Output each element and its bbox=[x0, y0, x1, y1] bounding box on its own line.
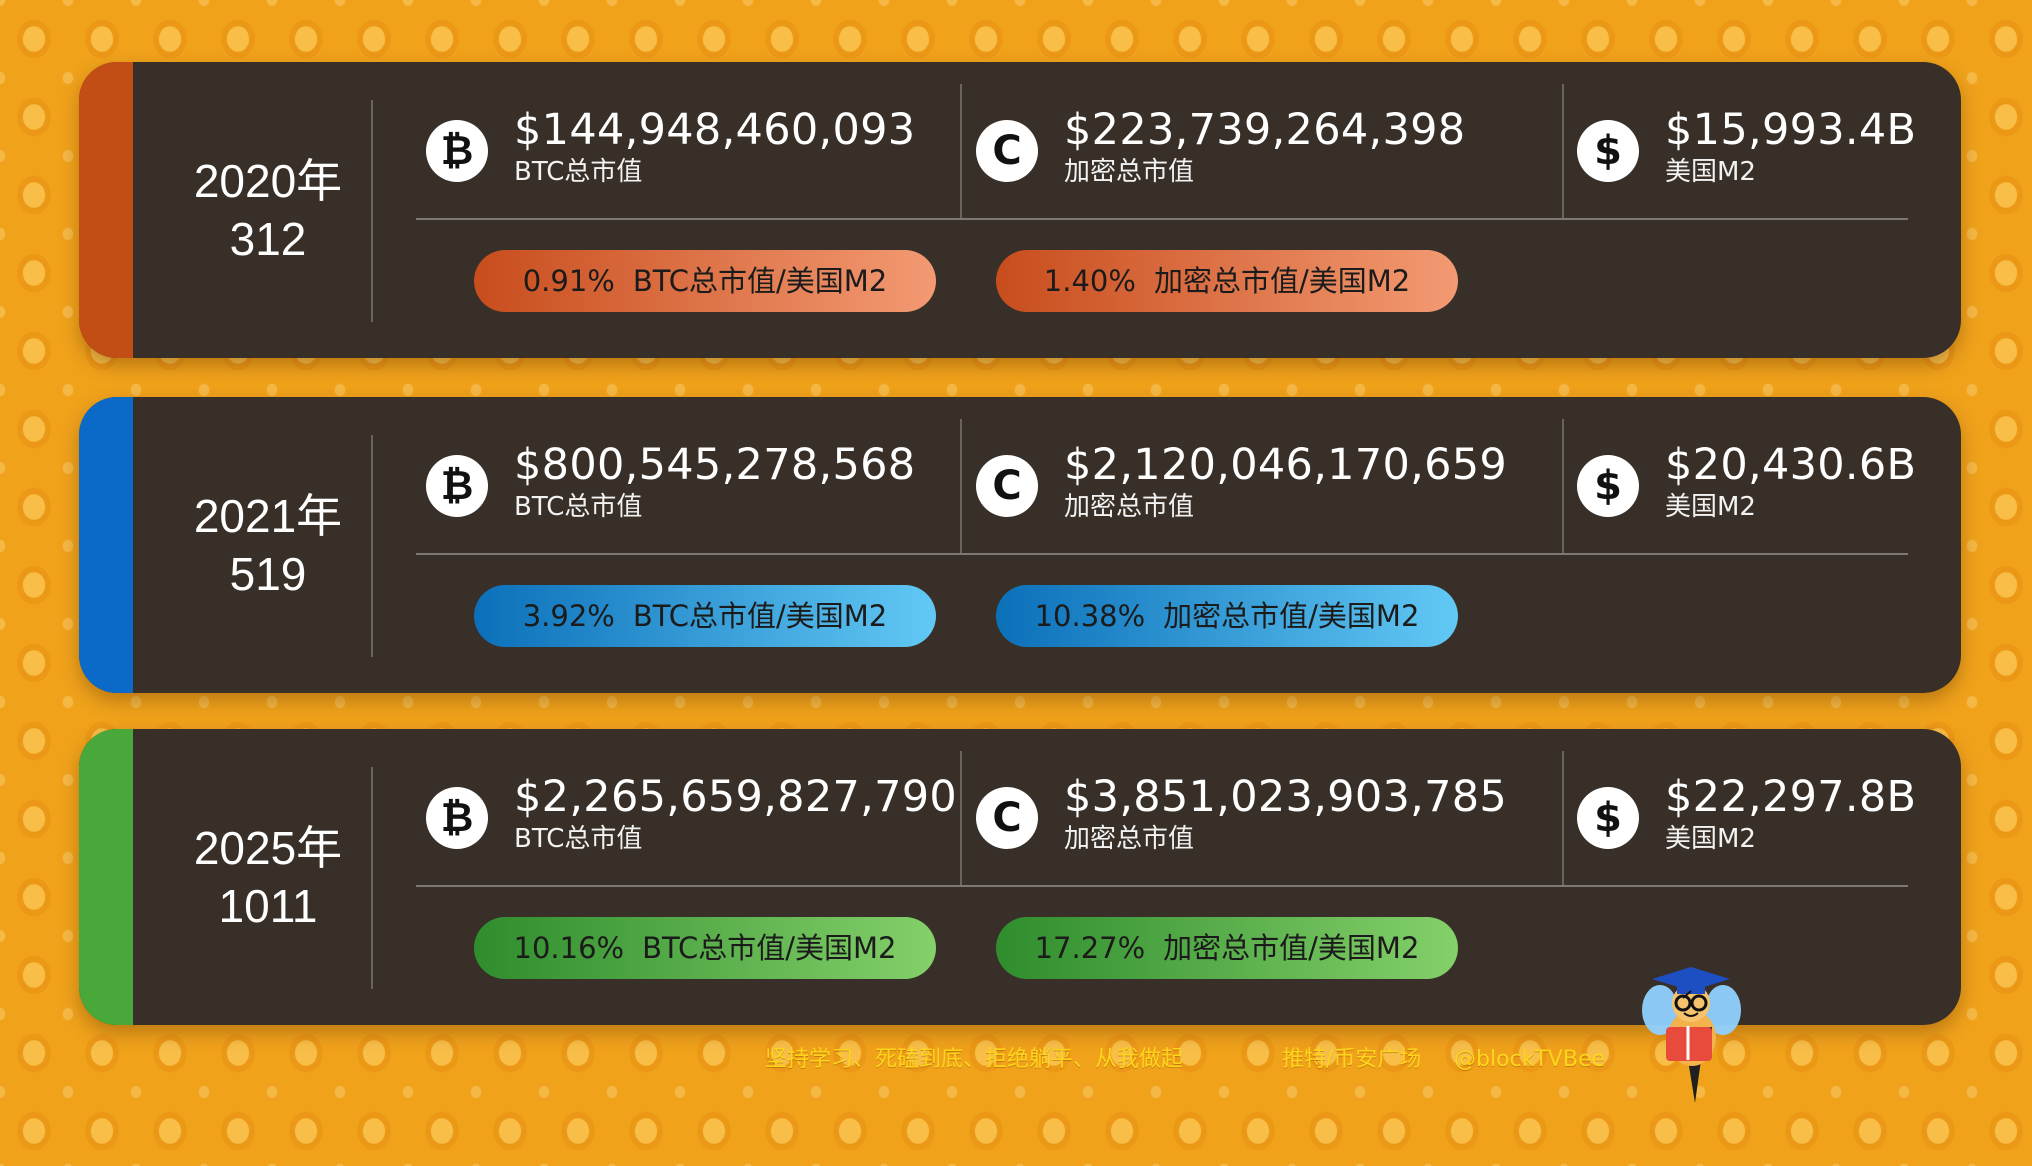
ratio-percent: 10.16% bbox=[513, 931, 625, 965]
date-block: 2021年 519 bbox=[133, 397, 403, 693]
metric-text: $144,948,460,093 BTC总市值 bbox=[514, 104, 915, 187]
metric-text: $2,120,046,170,659 加密总市值 bbox=[1064, 439, 1507, 522]
dollar-icon: $ bbox=[1577, 455, 1639, 517]
footer-handle: @blockTVBee bbox=[1454, 1047, 1606, 1072]
metric-separator bbox=[960, 419, 962, 553]
bitcoin-icon: ₿ bbox=[426, 455, 488, 517]
market-card-2021: 2021年 519 ₿ $800,545,278,568 BTC总市值 C $2… bbox=[79, 397, 1961, 693]
crypto-m2-ratio-pill: 1.40% 加密总市值/美国M2 bbox=[996, 250, 1458, 312]
date-block: 2025年 1011 bbox=[133, 729, 403, 1025]
card-accent bbox=[79, 397, 133, 693]
btc-market-cap-metric: ₿ $2,265,659,827,790 BTC总市值 bbox=[426, 771, 957, 854]
metric-text: $3,851,023,903,785 加密总市值 bbox=[1064, 771, 1507, 854]
footer-slogan: 坚持学习、死磕到底、拒绝躺平、从我做起 bbox=[765, 1047, 1184, 1072]
metric-value: $22,297.8B bbox=[1665, 772, 1917, 822]
metric-label: 加密总市值 bbox=[1064, 492, 1195, 522]
metric-label: BTC总市值 bbox=[514, 492, 643, 522]
metric-separator bbox=[960, 751, 962, 885]
dollar-icon: $ bbox=[1577, 120, 1639, 182]
metric-text: $15,993.4B 美国M2 bbox=[1665, 104, 1916, 187]
date-day: 1011 bbox=[218, 880, 318, 932]
date-day: 312 bbox=[229, 213, 307, 265]
ratio-percent: 3.92% bbox=[522, 599, 615, 633]
metric-text: $800,545,278,568 BTC总市值 bbox=[514, 439, 915, 522]
metric-label: 美国M2 bbox=[1665, 157, 1756, 187]
metric-value: $144,948,460,093 bbox=[514, 105, 916, 155]
crypto-market-cap-metric: C $3,851,023,903,785 加密总市值 bbox=[976, 771, 1507, 854]
crypto-icon: C bbox=[976, 455, 1038, 517]
metric-value: $20,430.6B bbox=[1665, 440, 1917, 490]
btc-m2-ratio-pill: 10.16% BTC总市值/美国M2 bbox=[474, 917, 936, 979]
metric-text: $223,739,264,398 加密总市值 bbox=[1064, 104, 1465, 187]
metric-label: 美国M2 bbox=[1665, 824, 1756, 854]
footer-platform: 推特/币安广场 bbox=[1282, 1047, 1422, 1072]
ratio-percent: 0.91% bbox=[522, 264, 615, 298]
ratio-percent: 17.27% bbox=[1034, 931, 1146, 965]
us-m2-metric: $ $22,297.8B 美国M2 bbox=[1577, 771, 1916, 854]
btc-market-cap-metric: ₿ $144,948,460,093 BTC总市值 bbox=[426, 104, 915, 187]
metric-value: $223,739,264,398 bbox=[1064, 105, 1466, 155]
date-year: 2025年 bbox=[193, 822, 343, 874]
card-accent bbox=[79, 729, 133, 1025]
date-divider bbox=[371, 767, 373, 989]
dollar-icon: $ bbox=[1577, 787, 1639, 849]
metric-text: $20,430.6B 美国M2 bbox=[1665, 439, 1916, 522]
crypto-m2-ratio-pill: 10.38% 加密总市值/美国M2 bbox=[996, 585, 1458, 647]
metric-label: BTC总市值 bbox=[514, 824, 643, 854]
crypto-icon: C bbox=[976, 787, 1038, 849]
ratio-label: BTC总市值/美国M2 bbox=[632, 264, 888, 298]
btc-m2-ratio-pill: 3.92% BTC总市值/美国M2 bbox=[474, 585, 936, 647]
ratio-percent: 1.40% bbox=[1043, 264, 1136, 298]
bee-mascot-icon bbox=[1642, 967, 1741, 1103]
card-divider-line bbox=[416, 885, 1908, 887]
metric-value: $2,120,046,170,659 bbox=[1064, 440, 1508, 490]
metric-label: 美国M2 bbox=[1665, 492, 1756, 522]
metric-label: 加密总市值 bbox=[1064, 157, 1195, 187]
date-divider bbox=[371, 435, 373, 657]
metric-label: BTC总市值 bbox=[514, 157, 643, 187]
metric-text: $2,265,659,827,790 BTC总市值 bbox=[514, 771, 957, 854]
market-card-2020: 2020年 312 ₿ $144,948,460,093 BTC总市值 C $2… bbox=[79, 62, 1961, 358]
ratio-label: 加密总市值/美国M2 bbox=[1163, 599, 1420, 633]
ratio-percent: 10.38% bbox=[1034, 599, 1146, 633]
market-card-2025: 2025年 1011 ₿ $2,265,659,827,790 BTC总市值 C… bbox=[79, 729, 1961, 1025]
btc-market-cap-metric: ₿ $800,545,278,568 BTC总市值 bbox=[426, 439, 915, 522]
crypto-icon: C bbox=[976, 120, 1038, 182]
btc-m2-ratio-pill: 0.91% BTC总市值/美国M2 bbox=[474, 250, 936, 312]
us-m2-metric: $ $15,993.4B 美国M2 bbox=[1577, 104, 1916, 187]
date-year: 2021年 bbox=[193, 490, 343, 542]
ratio-label: BTC总市值/美国M2 bbox=[642, 931, 897, 965]
metric-value: $2,265,659,827,790 bbox=[514, 772, 958, 822]
ratio-label: 加密总市值/美国M2 bbox=[1153, 264, 1411, 298]
ratio-label: BTC总市值/美国M2 bbox=[632, 599, 888, 633]
us-m2-metric: $ $20,430.6B 美国M2 bbox=[1577, 439, 1916, 522]
date-day: 519 bbox=[229, 548, 307, 600]
metric-value: $15,993.4B bbox=[1665, 105, 1917, 155]
date-block: 2020年 312 bbox=[133, 62, 403, 358]
date-year: 2020年 bbox=[193, 155, 343, 207]
card-divider-line bbox=[416, 218, 1908, 220]
metric-separator bbox=[960, 84, 962, 218]
ratio-label: 加密总市值/美国M2 bbox=[1163, 931, 1420, 965]
bitcoin-icon: ₿ bbox=[426, 120, 488, 182]
crypto-market-cap-metric: C $2,120,046,170,659 加密总市值 bbox=[976, 439, 1507, 522]
metric-separator bbox=[1562, 84, 1564, 218]
metric-separator bbox=[1562, 419, 1564, 553]
card-accent bbox=[79, 62, 133, 358]
date-divider bbox=[371, 100, 373, 322]
metric-separator bbox=[1562, 751, 1564, 885]
metric-label: 加密总市值 bbox=[1064, 824, 1195, 854]
bitcoin-icon: ₿ bbox=[426, 787, 488, 849]
crypto-market-cap-metric: C $223,739,264,398 加密总市值 bbox=[976, 104, 1465, 187]
card-divider-line bbox=[416, 553, 1908, 555]
metric-text: $22,297.8B 美国M2 bbox=[1665, 771, 1916, 854]
metric-value: $3,851,023,903,785 bbox=[1064, 772, 1508, 822]
metric-value: $800,545,278,568 bbox=[514, 440, 916, 490]
crypto-m2-ratio-pill: 17.27% 加密总市值/美国M2 bbox=[996, 917, 1458, 979]
